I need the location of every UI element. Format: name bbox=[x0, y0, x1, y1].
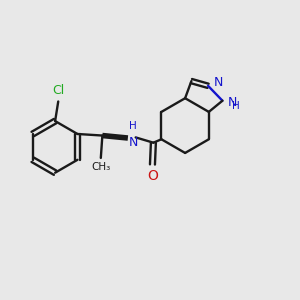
Text: Cl: Cl bbox=[53, 84, 65, 97]
Text: N: N bbox=[214, 76, 223, 89]
Text: H: H bbox=[232, 101, 240, 111]
Text: N: N bbox=[128, 136, 138, 149]
Text: H: H bbox=[128, 121, 136, 131]
Text: O: O bbox=[147, 169, 158, 183]
Text: N: N bbox=[228, 96, 237, 109]
Text: CH₃: CH₃ bbox=[91, 162, 110, 172]
